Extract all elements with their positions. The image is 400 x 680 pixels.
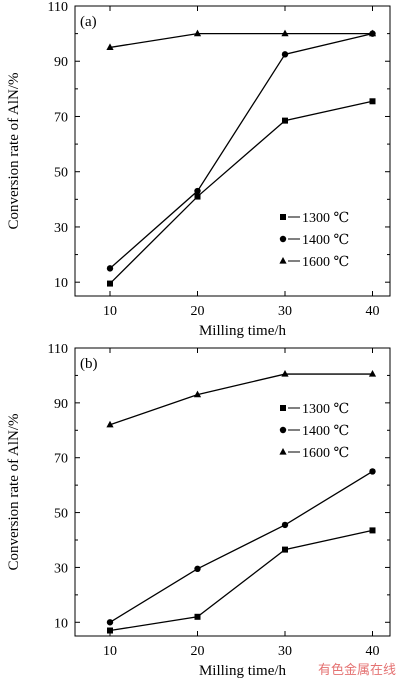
chart-panel-1: 10 20 30 40 10 30 50 70 90 110 Milling time/h Conve… [6,342,391,679]
panel-label-1: (b) [80,356,98,372]
x-tick-label: 20 [191,304,205,319]
series-circle-0 [106,30,376,272]
data-point [368,29,377,37]
legend-entry: 1600 ℃ [302,255,349,270]
plot-frame-0 [74,5,391,297]
x-tick-label: 30 [278,644,292,659]
data-point [106,619,114,626]
data-point [281,51,289,58]
data-point [281,29,289,37]
series-line [109,32,373,269]
series-line [109,100,373,285]
data-point [369,98,376,105]
data-point [194,187,201,195]
x-tick-label: 40 [366,644,380,659]
legend-entry: 1600 ℃ [302,446,349,461]
data-point [106,265,114,272]
y-tick-label: 110 [48,342,68,357]
data-point [281,370,289,377]
data-point [193,390,202,398]
data-point [281,521,289,529]
series-line [109,373,373,426]
x-axis-title-1: Milling time/h [199,663,287,679]
y-tick-label: 10 [54,276,68,291]
legend-marker [280,214,286,220]
legend-marker [279,426,287,434]
x-tick-label: 10 [103,304,117,319]
chart-panel-0: 10 20 30 40 10 30 50 70 90 110 Milling time/h Conve… [6,0,391,339]
legend-entry: 1400 ℃ [302,424,349,439]
data-point [194,613,201,620]
y-axis-title-0: Conversion rate of AlN/% [6,72,22,229]
data-point [107,627,113,634]
y-tick-label: 90 [54,55,68,70]
y-tick-label: 70 [54,452,68,467]
legend-marker [279,257,287,264]
series-square-0 [107,98,376,287]
data-point [106,43,114,51]
x-axis-title-0: Milling time/h [199,323,287,339]
legend-entry: 1300 ℃ [302,402,349,417]
series-line [109,529,373,632]
y-tick-label: 50 [54,507,68,522]
legend-entry: 1400 ℃ [302,233,349,248]
legend-0: 1300 ℃ 1400 ℃ 1600 ℃ [279,211,349,270]
data-point [106,420,114,428]
series-triangle-0 [106,29,377,51]
data-point [194,193,201,200]
x-tick-label: 20 [191,644,205,659]
data-point [369,527,376,534]
data-point [368,370,377,377]
y-tick-label: 50 [54,166,68,181]
y-tick-label: 90 [54,397,68,412]
data-point [282,546,288,553]
legend-marker [279,235,287,243]
y-tick-label: 30 [54,561,68,576]
y-tick-label: 10 [54,616,68,631]
data-point [193,29,202,37]
legend-entry: 1300 ℃ [302,211,349,226]
y-tick-label: 110 [48,0,68,15]
series-line [109,32,373,49]
data-point [282,117,288,124]
watermark-text: 有色金属在线 [317,663,396,678]
x-tick-label: 30 [278,304,292,319]
y-tick-label: 70 [54,110,68,125]
series-triangle-1 [106,370,377,428]
data-point [107,280,113,287]
plot-frame-1 [74,347,391,637]
series-circle-1 [106,468,376,626]
panel-label-0: (a) [80,14,97,30]
series-square-1 [107,527,376,634]
legend-1: 1300 ℃ 1400 ℃ 1600 ℃ [279,402,349,461]
series-line [109,470,373,623]
x-tick-label: 40 [366,304,380,319]
data-point [369,468,376,475]
y-tick-label: 30 [54,221,68,236]
legend-marker [280,405,286,411]
y-axis-title-1: Conversion rate of AlN/% [6,413,22,570]
legend-marker [279,448,287,455]
x-tick-label: 10 [103,644,117,659]
data-point [194,565,201,572]
